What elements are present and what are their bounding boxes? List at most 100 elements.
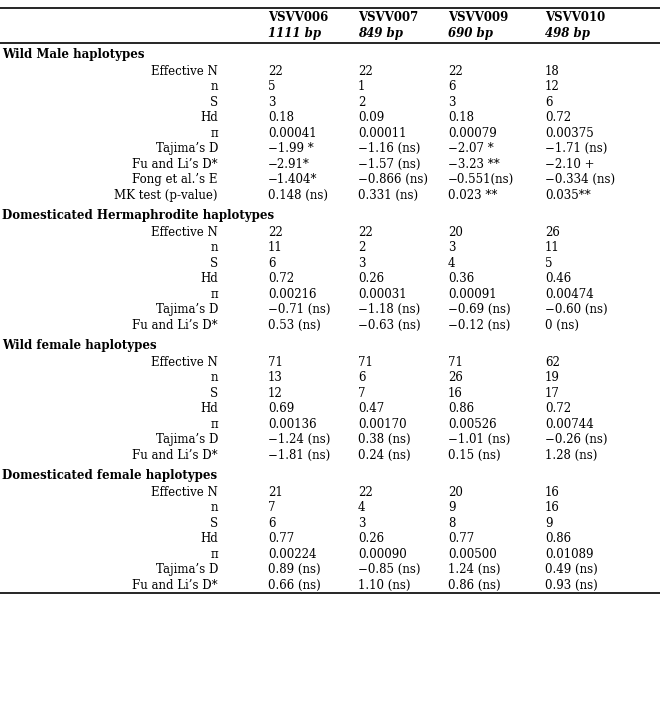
Text: S: S: [210, 96, 218, 109]
Text: Effective N: Effective N: [151, 486, 218, 498]
Text: 0.00224: 0.00224: [268, 548, 317, 561]
Text: VSVV007: VSVV007: [358, 11, 418, 24]
Text: n: n: [211, 371, 218, 384]
Text: −2.10 +: −2.10 +: [545, 158, 595, 171]
Text: −0.69 (ns): −0.69 (ns): [448, 303, 511, 316]
Text: 0.148 (ns): 0.148 (ns): [268, 189, 328, 202]
Text: −0.12 (ns): −0.12 (ns): [448, 319, 510, 332]
Text: 71: 71: [268, 355, 283, 369]
Text: 1.10 (ns): 1.10 (ns): [358, 578, 411, 592]
Text: 0.15 (ns): 0.15 (ns): [448, 449, 501, 462]
Text: 22: 22: [358, 64, 373, 78]
Text: 0.72: 0.72: [545, 111, 571, 124]
Text: 0.00474: 0.00474: [545, 287, 594, 301]
Text: 22: 22: [358, 226, 373, 239]
Text: 0.69: 0.69: [268, 402, 294, 416]
Text: 11: 11: [545, 241, 560, 254]
Text: Effective N: Effective N: [151, 226, 218, 239]
Text: Domesticated female haplotypes: Domesticated female haplotypes: [2, 469, 217, 482]
Text: 11: 11: [268, 241, 282, 254]
Text: −0.551(ns): −0.551(ns): [448, 173, 514, 186]
Text: Tajima’s D: Tajima’s D: [156, 303, 218, 316]
Text: 0.00170: 0.00170: [358, 418, 407, 430]
Text: 0.86 (ns): 0.86 (ns): [448, 578, 501, 592]
Text: 849 bp: 849 bp: [358, 27, 403, 40]
Text: 0.00090: 0.00090: [358, 548, 407, 561]
Text: 0.72: 0.72: [545, 402, 571, 416]
Text: Hd: Hd: [200, 273, 218, 285]
Text: −0.334 (ns): −0.334 (ns): [545, 173, 615, 186]
Text: 3: 3: [268, 96, 275, 109]
Text: MK test (p-value): MK test (p-value): [114, 189, 218, 202]
Text: 0.00216: 0.00216: [268, 287, 317, 301]
Text: 0.46: 0.46: [545, 273, 572, 285]
Text: −1.01 (ns): −1.01 (ns): [448, 433, 510, 446]
Text: π: π: [211, 127, 218, 139]
Text: 22: 22: [358, 486, 373, 498]
Text: 62: 62: [545, 355, 560, 369]
Text: −1.81 (ns): −1.81 (ns): [268, 449, 330, 462]
Text: Fu and Li’s D*: Fu and Li’s D*: [133, 449, 218, 462]
Text: S: S: [210, 257, 218, 270]
Text: 26: 26: [448, 371, 463, 384]
Text: Fu and Li’s D*: Fu and Li’s D*: [133, 578, 218, 592]
Text: −0.71 (ns): −0.71 (ns): [268, 303, 331, 316]
Text: 0.035**: 0.035**: [545, 189, 591, 202]
Text: 0.49 (ns): 0.49 (ns): [545, 564, 598, 576]
Text: 0.72: 0.72: [268, 273, 294, 285]
Text: 0.00031: 0.00031: [358, 287, 407, 301]
Text: 0.00091: 0.00091: [448, 287, 496, 301]
Text: Fu and Li’s D*: Fu and Li’s D*: [133, 319, 218, 332]
Text: Hd: Hd: [200, 532, 218, 545]
Text: 0.00375: 0.00375: [545, 127, 594, 139]
Text: 0 (ns): 0 (ns): [545, 319, 579, 332]
Text: −1.24 (ns): −1.24 (ns): [268, 433, 331, 446]
Text: 0.023 **: 0.023 **: [448, 189, 498, 202]
Text: 22: 22: [268, 64, 282, 78]
Text: 9: 9: [448, 501, 455, 514]
Text: 3: 3: [448, 96, 455, 109]
Text: 5: 5: [268, 80, 275, 93]
Text: Tajima’s D: Tajima’s D: [156, 433, 218, 446]
Text: −0.866 (ns): −0.866 (ns): [358, 173, 428, 186]
Text: Tajima’s D: Tajima’s D: [156, 142, 218, 155]
Text: 16: 16: [448, 387, 463, 400]
Text: 7: 7: [268, 501, 275, 514]
Text: 0.86: 0.86: [545, 532, 571, 545]
Text: Wild Male haplotypes: Wild Male haplotypes: [2, 48, 145, 62]
Text: Fong et al.’s E: Fong et al.’s E: [133, 173, 218, 186]
Text: 20: 20: [448, 486, 463, 498]
Text: Hd: Hd: [200, 402, 218, 416]
Text: −0.85 (ns): −0.85 (ns): [358, 564, 420, 576]
Text: Tajima’s D: Tajima’s D: [156, 564, 218, 576]
Text: VSVV006: VSVV006: [268, 11, 328, 24]
Text: π: π: [211, 418, 218, 430]
Text: Wild female haplotypes: Wild female haplotypes: [2, 339, 156, 353]
Text: 0.18: 0.18: [448, 111, 474, 124]
Text: −1.57 (ns): −1.57 (ns): [358, 158, 420, 171]
Text: 1111 bp: 1111 bp: [268, 27, 321, 40]
Text: Effective N: Effective N: [151, 64, 218, 78]
Text: 71: 71: [358, 355, 373, 369]
Text: −1.18 (ns): −1.18 (ns): [358, 303, 420, 316]
Text: 0.38 (ns): 0.38 (ns): [358, 433, 411, 446]
Text: 19: 19: [545, 371, 560, 384]
Text: 9: 9: [545, 517, 552, 530]
Text: 6: 6: [268, 257, 275, 270]
Text: 1: 1: [358, 80, 366, 93]
Text: 0.00500: 0.00500: [448, 548, 497, 561]
Text: n: n: [211, 241, 218, 254]
Text: Effective N: Effective N: [151, 355, 218, 369]
Text: 3: 3: [358, 257, 366, 270]
Text: 13: 13: [268, 371, 283, 384]
Text: 6: 6: [358, 371, 366, 384]
Text: 0.00526: 0.00526: [448, 418, 496, 430]
Text: 0.86: 0.86: [448, 402, 474, 416]
Text: −0.63 (ns): −0.63 (ns): [358, 319, 420, 332]
Text: 498 bp: 498 bp: [545, 27, 590, 40]
Text: 8: 8: [448, 517, 455, 530]
Text: 0.36: 0.36: [448, 273, 475, 285]
Text: 18: 18: [545, 64, 560, 78]
Text: −3.23 **: −3.23 **: [448, 158, 500, 171]
Text: −1.16 (ns): −1.16 (ns): [358, 142, 420, 155]
